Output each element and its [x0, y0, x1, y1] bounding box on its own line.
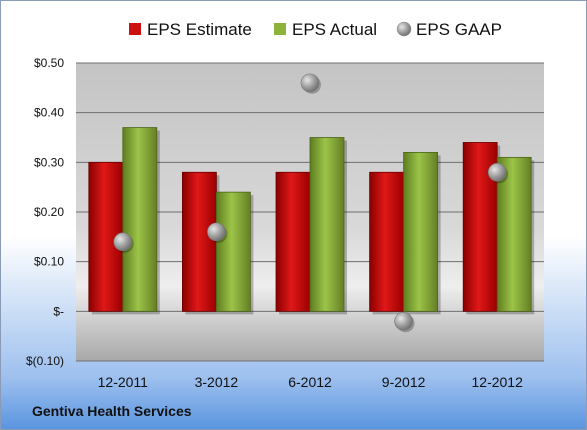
- bar-eps-actual: [496, 156, 532, 312]
- bar-eps-estimate: [369, 171, 405, 312]
- bar-eps-actual: [215, 191, 251, 312]
- x-tick-label: 3-2012: [195, 374, 239, 390]
- x-tick-label: 9-2012: [382, 374, 426, 390]
- legend-swatch: [396, 21, 412, 37]
- legend-label: EPS Actual: [292, 20, 377, 39]
- y-tick-label: $0.40: [34, 106, 64, 120]
- y-axis: $0.50 $0.40 $0.30 $0.20 $0.10 $- $(0.10): [26, 56, 64, 368]
- x-tick-label: 12-2011: [98, 374, 149, 390]
- legend-swatch: [274, 23, 286, 35]
- gaap-points: [113, 73, 509, 333]
- gaap-point: [300, 73, 320, 93]
- legend-label: EPS GAAP: [416, 20, 502, 39]
- y-tick-label: $0.20: [34, 205, 64, 219]
- legend: EPS Estimate EPS Actual EPS GAAP: [129, 20, 502, 39]
- gaap-point: [207, 222, 226, 242]
- bar-eps-estimate: [181, 171, 217, 312]
- bars: [88, 127, 535, 315]
- gaap-point: [394, 311, 413, 331]
- gaap-point: [113, 232, 133, 252]
- legend-label: EPS Estimate: [147, 20, 252, 39]
- x-tick-label: 6-2012: [288, 374, 332, 390]
- y-tick-label: $0.10: [34, 255, 64, 269]
- bar-eps-estimate: [275, 171, 311, 312]
- legend-swatch: [129, 23, 141, 35]
- bar-eps-actual: [309, 137, 345, 312]
- gaap-point: [487, 162, 507, 182]
- x-axis: 12-2011 3-2012 6-2012 9-2012 12-2012: [98, 374, 523, 390]
- y-tick-label: $0.30: [34, 155, 64, 169]
- y-tick-label: $-: [53, 304, 64, 318]
- company-name: Gentiva Health Services: [32, 403, 192, 419]
- bar-eps-actual: [403, 151, 439, 312]
- bar-eps-actual: [122, 127, 158, 312]
- x-tick-label: 12-2012: [472, 374, 524, 390]
- y-tick-label: $0.50: [34, 56, 64, 70]
- y-tick-label: $(0.10): [26, 354, 64, 368]
